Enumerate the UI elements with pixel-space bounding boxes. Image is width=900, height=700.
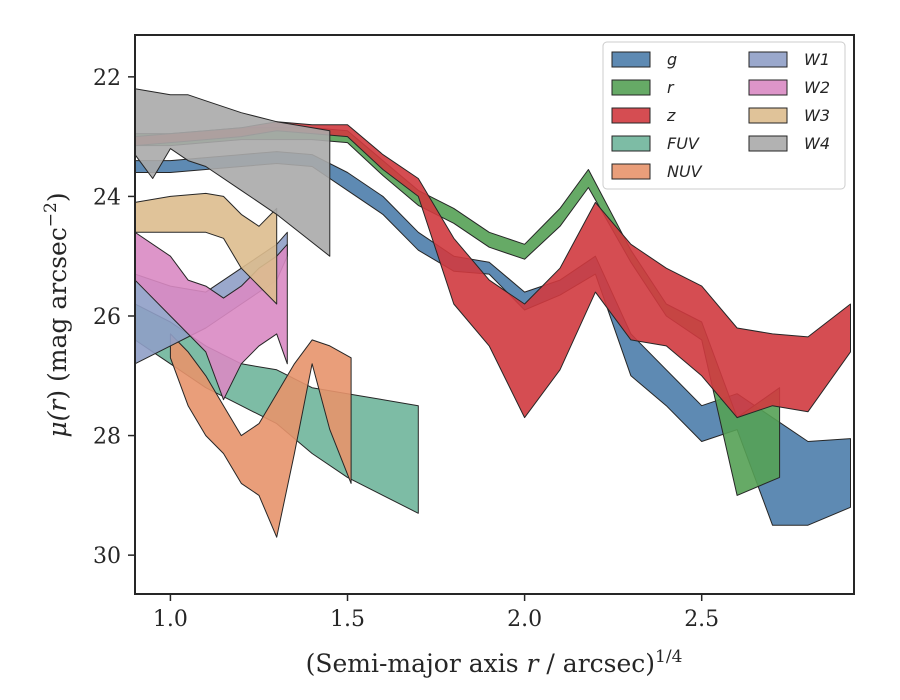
x-tick-label: 1.5 (330, 607, 365, 632)
y-tick-label: 24 (93, 185, 121, 210)
x-tick-label: 2.0 (507, 607, 542, 632)
legend-swatch-fuv (611, 135, 651, 152)
legend-swatch-w3 (748, 107, 788, 124)
series-band-w2 (135, 231, 288, 401)
legend-swatch-w2 (748, 79, 788, 96)
legend: grz FUV NUV W1 W2 W3 W4 (602, 41, 846, 190)
legend-swatch-g (611, 51, 651, 68)
legend-swatch-w4 (748, 135, 788, 152)
x-axis: 1.0 1.5 2.0 2.5 (153, 594, 719, 632)
legend-label-w3: W3 (804, 106, 830, 125)
legend-label-w1: W1 (804, 50, 830, 69)
y-axis-label: μ(r) (mag arcsec−2) (41, 192, 72, 437)
y-tick-label: 28 (93, 425, 121, 450)
x-tick-label: 2.5 (684, 607, 719, 632)
y-tick-label: 22 (93, 66, 121, 91)
legend-swatch-nuv (611, 163, 651, 180)
legend-label-z: z (666, 106, 676, 125)
y-tick-label: 30 (93, 544, 121, 569)
y-tick-label: 26 (93, 305, 121, 330)
legend-swatch-z (611, 107, 651, 124)
series-band-nuv (169, 333, 352, 538)
series-bands (135, 88, 851, 538)
legend-box (602, 41, 846, 190)
series-band-z (135, 121, 851, 419)
legend-label-r: r (667, 78, 675, 97)
legend-swatch-r (611, 79, 651, 96)
plot-frame (134, 34, 855, 595)
series-band-w4 (135, 88, 331, 257)
series-band-g (135, 151, 851, 526)
legend-label-nuv: NUV (667, 162, 703, 181)
legend-swatch-w1 (748, 51, 788, 68)
y-axis: 22 24 26 28 30 (93, 66, 135, 569)
legend-label-fuv: FUV (667, 134, 700, 153)
x-axis-label: (Semi-major axis r / arcsec)1/4 (306, 647, 683, 678)
legend-label-w4: W4 (804, 134, 830, 153)
x-tick-label: 1.0 (153, 607, 188, 632)
series-band-w3 (135, 192, 278, 305)
legend-label-g: g (667, 50, 677, 69)
legend-label-w2: W2 (804, 78, 830, 97)
